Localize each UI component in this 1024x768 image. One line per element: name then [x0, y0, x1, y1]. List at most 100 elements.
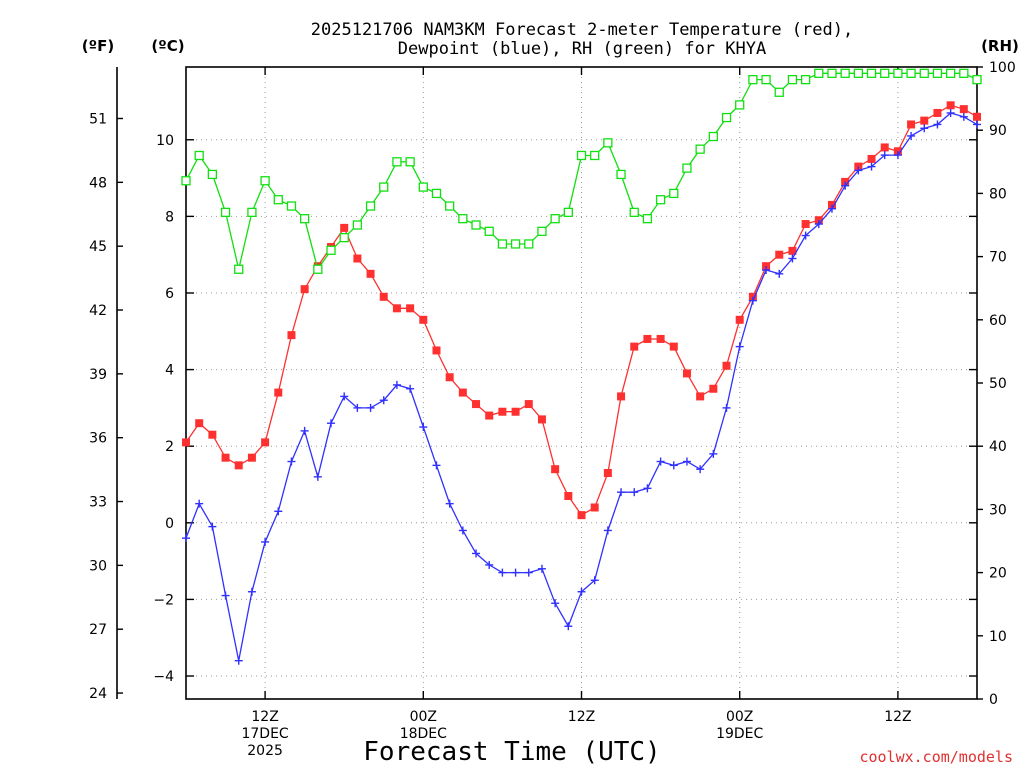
dewpoint-point — [379, 396, 388, 405]
rh-point — [787, 74, 798, 85]
series-rh — [181, 68, 982, 274]
dewpoint-point — [419, 423, 428, 432]
rh-point — [220, 207, 231, 218]
dewpoint-point — [709, 449, 718, 458]
dewpoint-point — [577, 587, 586, 596]
rh-point — [510, 239, 521, 249]
dewpoint-point — [366, 403, 375, 412]
dewpoint-point — [511, 568, 520, 577]
rh-point — [708, 131, 718, 142]
temperature-point — [551, 465, 560, 474]
dewpoint-point — [933, 120, 942, 129]
temperature-point — [234, 461, 243, 470]
temperature-point — [775, 250, 784, 259]
celsius-tick-label: 4 — [165, 363, 174, 379]
rh-point — [682, 163, 692, 173]
rh-point — [326, 245, 336, 255]
temperature-point — [247, 453, 256, 462]
dewpoint-point — [445, 499, 454, 508]
dewpoint-point — [353, 403, 362, 412]
rh-point — [247, 207, 257, 218]
rh-point — [945, 68, 956, 78]
celsius-tick-label: 8 — [165, 209, 174, 225]
temperature-point — [458, 388, 467, 397]
temperature-point — [946, 101, 955, 110]
chart-title-line2: Dewpoint (blue), RH (green) for KHYA — [398, 39, 766, 59]
rh-point — [932, 68, 943, 78]
temperature-point — [630, 342, 639, 351]
credit-text: coolwx.com/models — [859, 748, 1013, 766]
fahrenheit-tick-label: 36 — [89, 431, 107, 447]
time-tick-label: 19DEC — [716, 726, 763, 742]
rh-point — [880, 68, 890, 78]
dewpoint-point — [458, 526, 467, 535]
rh-point — [800, 74, 811, 85]
dewpoint-point — [313, 472, 322, 481]
temperature-point — [300, 285, 309, 294]
dewpoint-point — [748, 296, 757, 305]
rh-point — [814, 68, 824, 78]
dewpoint-point — [827, 204, 836, 213]
dewpoint-point — [551, 599, 560, 608]
rh-point — [959, 68, 969, 78]
series-2-meter-temperature — [182, 101, 981, 520]
rh-tick-label: 20 — [989, 566, 1007, 582]
temperature-point — [379, 292, 388, 301]
rh-point — [616, 169, 626, 180]
rh-point — [827, 68, 837, 78]
fahrenheit-tick-label: 27 — [89, 622, 107, 638]
rh-point — [774, 87, 784, 97]
time-tick-label: 00Z — [410, 709, 437, 725]
temperature-point — [682, 369, 691, 378]
temperature-point — [669, 342, 678, 351]
dewpoint-point — [920, 124, 929, 133]
celsius-tick-label: 10 — [156, 133, 174, 149]
rh-tick-label: 40 — [989, 439, 1007, 455]
dewpoint-point — [656, 457, 665, 466]
fahrenheit-tick-label: 30 — [89, 558, 107, 574]
rh-point — [721, 112, 732, 123]
x-axis-label: Forecast Time (UTC) — [363, 737, 660, 767]
data-series — [181, 68, 982, 665]
dewpoint-point — [498, 568, 507, 577]
dewpoint-point — [234, 656, 243, 665]
chart-title-line1: 2025121706 NAM3KM Forecast 2-meter Tempe… — [311, 20, 853, 40]
rh-point — [418, 182, 428, 192]
rh-tick-label: 80 — [989, 186, 1007, 202]
rh-point — [537, 226, 547, 236]
fahrenheit-tick-label: 33 — [89, 495, 107, 511]
dewpoint-point — [195, 499, 204, 508]
temperature-point — [617, 392, 626, 401]
temperature-point — [182, 438, 190, 447]
celsius-tick-label: −4 — [153, 669, 174, 685]
rh-point — [207, 169, 218, 180]
temperature-point — [472, 400, 481, 409]
rh-point — [234, 264, 244, 274]
temperature-point — [959, 105, 968, 114]
rh-point — [761, 74, 771, 85]
rh-point — [972, 74, 982, 85]
dewpoint-point — [946, 108, 955, 117]
time-tick-label: 12Z — [884, 709, 911, 725]
fahrenheit-tick-label: 48 — [89, 175, 107, 191]
fahrenheit-tick-label: 39 — [89, 367, 107, 383]
dewpoint-point — [682, 457, 691, 466]
dewpoint-point — [327, 419, 336, 428]
dewpoint-point — [564, 622, 573, 631]
rh-point — [524, 239, 534, 249]
temperature-point — [419, 315, 428, 324]
temperature-point — [735, 315, 744, 324]
rh-point — [919, 68, 929, 78]
temperature-point — [392, 304, 401, 313]
dewpoint-point — [472, 549, 481, 558]
dewpoint-point — [590, 576, 599, 585]
rh-point — [379, 182, 389, 192]
rh-point — [497, 239, 508, 249]
dewpoint-point — [814, 220, 823, 229]
temperature-point — [261, 438, 270, 447]
temperature-point — [537, 415, 546, 424]
temperature-point — [524, 400, 533, 409]
dewpoint-point — [208, 522, 217, 531]
temperature-point — [274, 388, 283, 397]
rh-point — [365, 201, 376, 211]
